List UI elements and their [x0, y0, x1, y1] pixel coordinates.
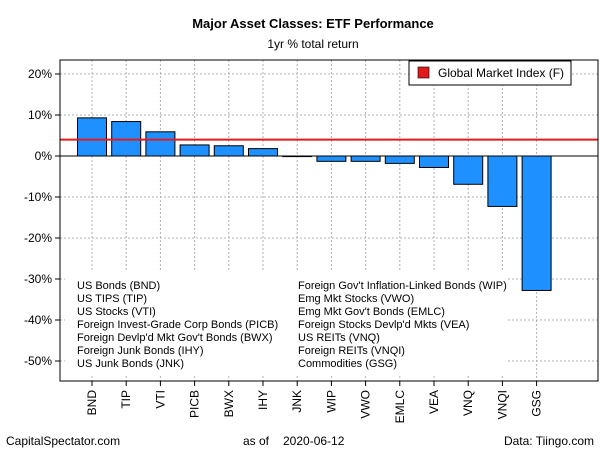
x-tick-label-bnd: BND [85, 390, 99, 416]
x-tick-label-picb: PICB [188, 390, 202, 418]
bar-bwx [213, 145, 244, 157]
bar-vnq [453, 155, 484, 185]
plot-frame [59, 59, 599, 382]
x-tick-label-emlc: EMLC [393, 390, 407, 424]
bar-wip [316, 155, 347, 162]
footer-as-of-label: as of [243, 434, 270, 448]
ticker-key-box [65, 272, 507, 376]
y-tick-label: -50% [24, 354, 52, 368]
ticker-key-right: Foreign Gov't Inflation-Linked Bonds (WI… [298, 280, 507, 370]
ticker-key-entry: Foreign Junk Bonds (IHY) [77, 345, 204, 357]
ticker-key-entry: Foreign Stocks Devlp'd Mkts (VEA) [298, 319, 469, 331]
y-axis: -50% -40% -30% -20% -10% 0% 10% 20% [24, 67, 60, 368]
y-tick-label: -30% [24, 272, 52, 286]
y-tick-label: 20% [28, 67, 52, 81]
ticker-key-entry: Foreign REITs (VNQI) [298, 345, 405, 357]
x-tick-label-vwo: VWO [359, 390, 373, 419]
ticker-key-entry: Commodities (GSG) [298, 358, 397, 370]
bar-vwo [350, 155, 381, 162]
bar-gsg [521, 155, 552, 291]
bar-bnd [77, 117, 107, 157]
x-tick-label-ihy: IHY [256, 390, 270, 410]
ticker-key: US Bonds (BND)US TIPS (TIP)US Stocks (VT… [65, 272, 507, 376]
ticker-key-entry: US Stocks (VTI) [77, 306, 156, 318]
ticker-key-left: US Bonds (BND)US TIPS (TIP)US Stocks (VT… [77, 280, 278, 370]
ticker-key-entry: Emg Mkt Stocks (VWO) [298, 293, 414, 305]
x-tick-label-jnk: JNK [290, 390, 304, 413]
y-tick-label: 10% [28, 108, 52, 122]
chart-subtitle: 1yr % total return [267, 37, 358, 51]
ticker-key-entry: Foreign Devlp'd Mkt Gov't Bonds (BWX) [77, 332, 273, 344]
ticker-key-entry: Foreign Invest-Grade Corp Bonds (PICB) [77, 319, 278, 331]
x-tick-label-wip: WIP [324, 390, 338, 413]
legend-box [408, 60, 572, 86]
ticker-key-entry: US REITs (VNQ) [298, 332, 380, 344]
bars [77, 117, 552, 291]
legend-swatch [417, 66, 430, 79]
footer-as-of-date: 2020-06-12 [283, 434, 345, 448]
x-tick-label-gsg: GSG [530, 390, 544, 417]
bar-vti [145, 131, 176, 157]
x-tick-label-vnq: VNQ [461, 390, 475, 416]
x-tick-label-bwx: BWX [222, 390, 236, 417]
footer-source-right: Data: Tiingo.com [504, 434, 594, 448]
x-tick-label-vea: VEA [427, 390, 441, 414]
bar-emlc [384, 155, 415, 164]
y-tick-label: -40% [24, 313, 52, 327]
y-tick-label: -20% [24, 231, 52, 245]
ticker-key-entry: Emg Mkt Gov't Bonds (EMLC) [298, 306, 445, 318]
ticker-key-entry: US Bonds (BND) [77, 280, 160, 292]
x-axis: BND TIP VTI PICB BWX IHY JNK WIP VWO EMLC VEA VNQ VN… [85, 381, 544, 423]
ticker-key-entry: US Junk Bonds (JNK) [77, 358, 184, 370]
x-tick-label-vti: VTI [153, 390, 167, 409]
chart-title: Major Asset Classes: ETF Performance [192, 16, 434, 31]
footer-source-left: CapitalSpectator.com [6, 434, 120, 448]
legend-label: Global Market Index (F) [438, 66, 564, 80]
bar-ihy [248, 148, 278, 157]
ticker-key-entry: US TIPS (TIP) [77, 293, 147, 305]
y-tick-label: -10% [24, 190, 52, 204]
bar-vea [419, 155, 449, 168]
bar-vnqi [487, 155, 518, 207]
x-tick-label-tip: TIP [119, 390, 133, 409]
x-tick-label-vnqi: VNQI [495, 390, 509, 419]
y-tick-label: 0% [35, 149, 53, 163]
ticker-key-entry: Foreign Gov't Inflation-Linked Bonds (WI… [298, 280, 507, 292]
bar-picb [179, 144, 210, 157]
legend: Global Market Index (F) [408, 60, 572, 86]
